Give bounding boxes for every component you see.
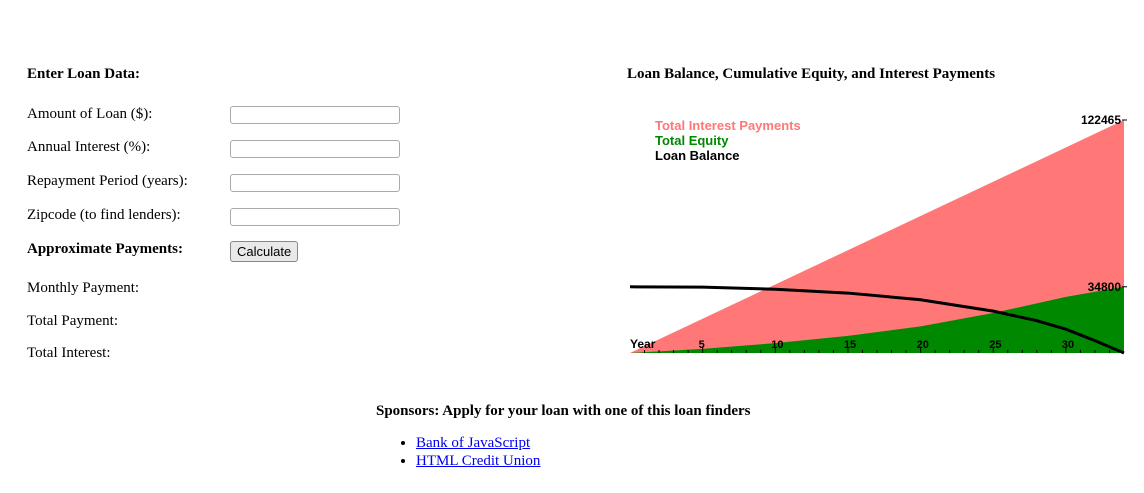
interest-input[interactable] (230, 140, 400, 158)
x-axis-label: Year (630, 337, 656, 351)
zipcode-input[interactable] (230, 208, 400, 226)
calculate-button[interactable]: Calculate (230, 241, 299, 262)
payments-heading: Approximate Payments: (27, 241, 183, 257)
monthly-payment-label: Monthly Payment: (27, 280, 140, 296)
legend-entry: Total Equity (655, 133, 729, 148)
x-tick-label: 30 (1062, 339, 1074, 351)
balance-line (630, 285, 1125, 355)
list-item: HTML Credit Union (416, 452, 540, 470)
form-heading: Enter Loan Data: (27, 66, 141, 82)
period-input[interactable] (230, 174, 400, 192)
x-tick-label: 5 (699, 339, 705, 351)
list-item: Bank of JavaScript (416, 434, 540, 452)
sponsors-heading: Sponsors: Apply for your loan with one o… (376, 403, 751, 419)
period-label: Repayment Period (years): (27, 173, 188, 189)
interest-area (630, 120, 1124, 353)
total-payment-label: Total Payment: (27, 313, 119, 329)
amount-label: Amount of Loan ($): (27, 106, 153, 122)
loan-chart: Year 5 10 15 20 25 30 122465 34800 Total Interest… (630, 113, 1127, 355)
legend-entry: Loan Balance (655, 148, 740, 163)
total-interest-label: Total Interest: (27, 345, 111, 361)
equity-area (630, 286, 1124, 353)
x-tick-label: 20 (917, 339, 929, 351)
amount-input[interactable] (230, 106, 400, 124)
lender-link-bank-of-javascript[interactable]: Bank of JavaScript (416, 435, 531, 451)
lender-link-html-credit-union[interactable]: HTML Credit Union (416, 453, 541, 469)
chart-title: Loan Balance, Cumulative Equity, and Int… (627, 66, 996, 82)
lender-list: Bank of JavaScript HTML Credit Union (376, 434, 540, 470)
x-tick-label: 15 (844, 339, 856, 351)
zipcode-label: Zipcode (to find lenders): (27, 207, 181, 223)
x-tick-label: 25 (989, 339, 1001, 351)
y-value-label: 122465 (1081, 113, 1121, 127)
legend-entry: Total Interest Payments (655, 118, 801, 133)
x-tick-label: 10 (771, 339, 783, 351)
y-value-label: 34800 (1088, 280, 1122, 294)
interest-label: Annual Interest (%): (27, 139, 151, 155)
